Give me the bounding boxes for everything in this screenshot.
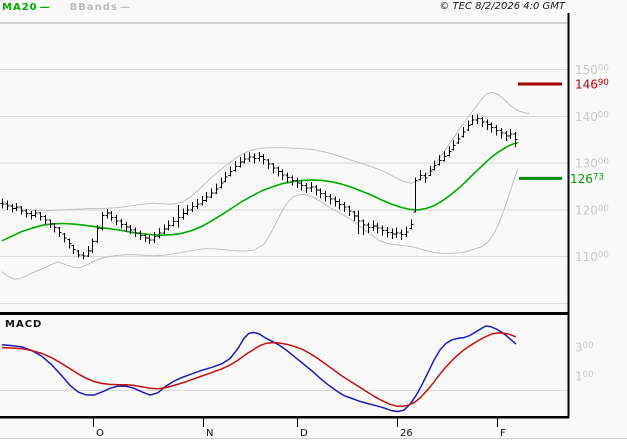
bbands-legend-label: BBands — [69, 2, 118, 13]
resistance-level-label: 14690 — [575, 78, 609, 92]
price-axis-label: 12000 — [575, 203, 609, 217]
macd-axis-label: 300 — [575, 341, 594, 355]
support-level-label: 12673 — [570, 172, 604, 186]
month-label: F — [500, 428, 506, 439]
ma20-legend-label: MA20 — [2, 2, 38, 13]
month-label: D — [300, 428, 308, 439]
bollinger-upper-band — [1, 91, 530, 212]
month-label: 26 — [400, 428, 413, 439]
ma20-legend-swatch: — — [39, 2, 51, 13]
ma20-line — [1, 141, 519, 242]
ohlc-bars — [0, 114, 518, 260]
bollinger-lower-band — [1, 168, 519, 280]
macd-line — [1, 325, 517, 413]
signal-line — [1, 332, 517, 407]
price-axis-label: 11000 — [575, 250, 609, 264]
macd-panel-label: MACD — [5, 319, 43, 330]
bbands-legend-swatch: — — [119, 2, 131, 13]
macd-axis-label: 100 — [575, 370, 594, 384]
indicator-legend: MA20— BBands — — [2, 2, 133, 13]
copyright-text: © TEC 8/2/2026 4:0 GMT — [439, 1, 565, 12]
price-axis-label: 13000 — [575, 157, 609, 171]
price-axis-label: 15000 — [575, 63, 609, 77]
price-axis-label: 14000 — [575, 110, 609, 124]
month-label: N — [206, 428, 213, 439]
month-label: O — [96, 428, 104, 439]
